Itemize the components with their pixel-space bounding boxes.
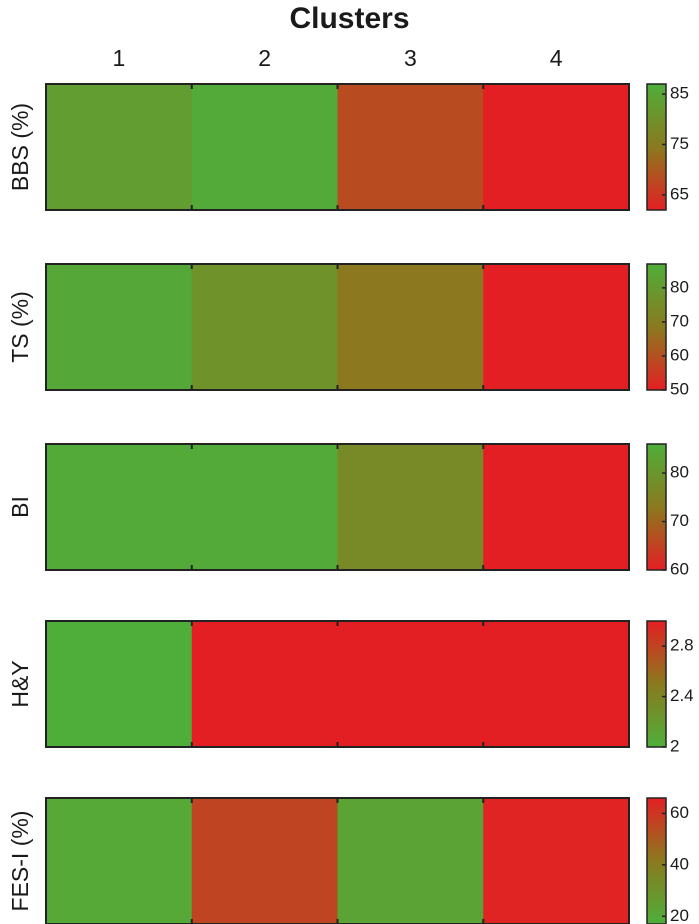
heatmap-cell-bi-4[interactable] xyxy=(483,444,630,570)
column-label-1: 1 xyxy=(112,45,125,71)
heatmap-cell-fes-i-1[interactable] xyxy=(46,798,193,924)
heatmap-cell-fes-i-4[interactable] xyxy=(483,798,630,924)
colorbar-tick-label-h-y: 2.4 xyxy=(670,686,694,705)
colorbar-tick-label-h-y: 2 xyxy=(670,736,679,755)
heatmap-cell-ts-3[interactable] xyxy=(337,264,484,390)
heatmap-cell-fes-i-3[interactable] xyxy=(337,798,484,924)
colorbar-tick-label-fes-i: 40 xyxy=(670,854,689,873)
row-label-bi: BI xyxy=(7,496,33,518)
row-label-ts: TS (%) xyxy=(7,291,33,363)
heatmap-cell-bbs-4[interactable] xyxy=(483,84,630,210)
colorbar-tick-label-ts: 60 xyxy=(670,345,689,364)
colorbar-fes-i xyxy=(646,797,667,924)
row-label-h-y: H&Y xyxy=(7,660,33,707)
chart-title: Clusters xyxy=(289,2,410,35)
colorbar-tick-label-bbs: 85 xyxy=(670,84,689,103)
colorbar-tick-label-ts: 70 xyxy=(670,311,689,330)
row-label-fes-i: FES-I (%) xyxy=(7,811,33,912)
colorbar-tick-label-fes-i: 20 xyxy=(670,906,689,924)
colorbar-tick-label-h-y: 2.8 xyxy=(670,636,694,655)
colorbar-tick-label-bi: 80 xyxy=(670,463,689,482)
heatmap-cell-ts-4[interactable] xyxy=(483,264,630,390)
colorbar-tick-label-fes-i: 60 xyxy=(670,803,689,822)
colorbar-ts xyxy=(646,263,667,391)
colorbar-h-y xyxy=(646,620,667,748)
column-label-3: 3 xyxy=(404,45,417,71)
heatmap-cell-bbs-2[interactable] xyxy=(191,84,338,210)
heatmap-cell-bi-2[interactable] xyxy=(191,444,338,570)
row-label-bbs: BBS (%) xyxy=(7,103,33,191)
colorbar-tick-label-ts: 80 xyxy=(670,277,689,296)
heatmap-cell-bi-1[interactable] xyxy=(46,444,193,570)
heatmap-cell-h-y-1[interactable] xyxy=(46,621,193,747)
colorbar-tick-label-bbs: 65 xyxy=(670,184,689,203)
heatmap-cell-ts-2[interactable] xyxy=(191,264,338,390)
colorbar-bbs xyxy=(646,83,667,211)
heatmap-cell-bbs-1[interactable] xyxy=(46,84,193,210)
colorbar-bi xyxy=(646,443,667,571)
heatmap-cell-bi-3[interactable] xyxy=(337,444,484,570)
heatmap-cell-ts-1[interactable] xyxy=(46,264,193,390)
heatmap-cell-fes-i-2[interactable] xyxy=(191,798,338,924)
heatmap-cell-h-y-2[interactable] xyxy=(191,621,338,747)
colorbar-tick-label-bi: 70 xyxy=(670,511,689,530)
heatmap-cell-h-y-3[interactable] xyxy=(337,621,484,747)
colorbar-tick-label-ts: 50 xyxy=(670,379,689,398)
column-label-4: 4 xyxy=(550,45,563,71)
column-label-2: 2 xyxy=(258,45,271,71)
heatmap-cell-bbs-3[interactable] xyxy=(337,84,484,210)
colorbar-tick-label-bbs: 75 xyxy=(670,134,689,153)
colorbar-tick-label-bi: 60 xyxy=(670,559,689,578)
heatmap-cell-h-y-4[interactable] xyxy=(483,621,630,747)
